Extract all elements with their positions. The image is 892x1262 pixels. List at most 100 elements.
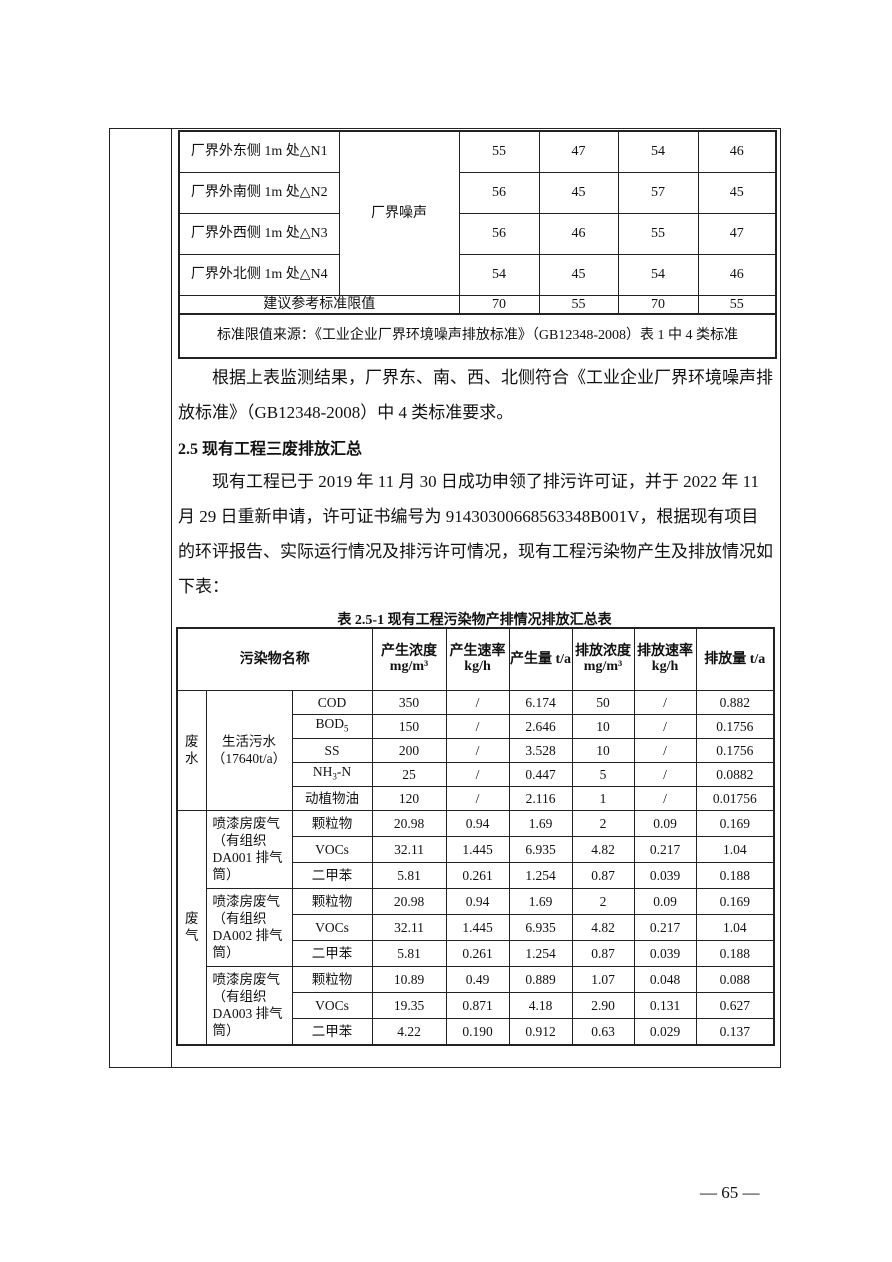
value-cell: 0.048 xyxy=(633,965,697,993)
frame-column-divider xyxy=(171,128,172,1068)
value-cell: 200 xyxy=(371,737,447,763)
value-cell: 0.039 xyxy=(633,939,697,967)
limit-value: 70 xyxy=(458,294,540,314)
value-cell: 350 xyxy=(371,689,447,715)
value-cell: 5.81 xyxy=(371,939,447,967)
paragraph-noise-conclusion: 根据上表监测结果，厂界东、南、西、北侧符合《工业企业厂界环境噪声排放标准》（GB… xyxy=(178,368,773,422)
monitoring-point: 厂界外西侧 1m 处△N3 xyxy=(178,212,340,255)
table-caption: 表 2.5-1 现有工程污染物产排情况排放汇总表 xyxy=(337,613,612,628)
noise-value: 46 xyxy=(538,212,619,255)
monitoring-point: 厂界外南侧 1m 处△N2 xyxy=(178,171,340,214)
value-cell: / xyxy=(633,689,697,715)
value-cell: 0.188 xyxy=(695,939,775,967)
value-cell: / xyxy=(633,785,697,811)
noise-row: 厂界外北侧 1m 处△N4 54 45 54 46 xyxy=(178,253,777,296)
value-cell: / xyxy=(445,689,510,715)
value-cell: 0.49 xyxy=(445,965,510,993)
header-dis-amount: 排放量 t/a xyxy=(695,627,775,691)
value-cell: 0.169 xyxy=(695,887,775,915)
limit-row: 建议参考标准限值 70 55 70 55 xyxy=(178,294,777,314)
value-cell: / xyxy=(633,737,697,763)
value-cell: 0.217 xyxy=(633,913,697,941)
value-cell: 10 xyxy=(571,737,635,763)
value-cell: 0.889 xyxy=(508,965,573,993)
value-cell: 20.98 xyxy=(371,887,447,915)
value-cell: 0.01756 xyxy=(695,785,775,811)
source-cell: 生活污水（17640t/a） xyxy=(205,689,293,811)
monitoring-point: 厂界外北侧 1m 处△N4 xyxy=(178,253,340,296)
value-cell: 0.261 xyxy=(445,939,510,967)
pollutant-summary-table: 污染物名称 产生浓度 mg/m³ 产生速率 kg/h 产生量 t/a 排放浓度 mg/m³ 排放… xyxy=(176,627,776,1046)
table-row: 二甲苯 4.22 0.190 0.912 0.63 0.029 0.137 xyxy=(177,1017,775,1045)
value-cell: 1.445 xyxy=(445,913,510,941)
value-cell: 32.11 xyxy=(371,835,447,863)
header-dis-conc: 排放浓度 mg/m³ xyxy=(571,627,635,691)
noise-row: 厂界外南侧 1m 处△N2 56 45 57 45 xyxy=(178,171,777,214)
value-cell: 0.131 xyxy=(633,991,697,1019)
pollutant-cell: NH3-N xyxy=(291,761,373,787)
noise-value: 45 xyxy=(538,171,619,214)
pollutant-cell: 颗粒物 xyxy=(291,887,373,915)
header-name: 污染物名称 xyxy=(176,627,373,691)
pollutant-cell: 颗粒物 xyxy=(291,965,373,993)
header-gen-rate: 产生速率 kg/h xyxy=(445,627,510,691)
value-cell: 4.82 xyxy=(571,835,635,863)
value-cell: 0.188 xyxy=(695,861,775,889)
noise-row: 厂界外东侧 1m 处△N1 厂界噪声 55 47 54 46 xyxy=(178,130,777,296)
value-cell: 1.07 xyxy=(571,965,635,993)
noise-value: 56 xyxy=(458,212,540,255)
value-cell: 0.912 xyxy=(508,1017,573,1045)
pollutant-cell: 二甲苯 xyxy=(291,939,373,967)
header-gen-amount: 产生量 t/a xyxy=(508,627,573,691)
value-cell: 1.445 xyxy=(445,835,510,863)
table-row: BOD5 150/2.646 10/0.1756 xyxy=(177,713,775,739)
value-cell: 6.935 xyxy=(508,835,573,863)
value-cell: 50 xyxy=(571,689,635,715)
pollutant-cell: 颗粒物 xyxy=(291,809,373,837)
value-cell: 25 xyxy=(371,761,447,787)
pollutant-cell: SS xyxy=(291,737,373,763)
limit-value: 55 xyxy=(697,294,777,314)
value-cell: 0.217 xyxy=(633,835,697,863)
value-cell: 4.82 xyxy=(571,913,635,941)
noise-value: 56 xyxy=(458,171,540,214)
value-cell: 0.447 xyxy=(508,761,573,787)
value-cell: 10 xyxy=(571,713,635,739)
value-cell: 1.04 xyxy=(695,835,775,863)
noise-value: 55 xyxy=(617,212,699,255)
value-cell: 0.029 xyxy=(633,1017,697,1045)
value-cell: 1.254 xyxy=(508,939,573,967)
pollutant-cell: 二甲苯 xyxy=(291,861,373,889)
value-cell: 10.89 xyxy=(371,965,447,993)
noise-value: 45 xyxy=(538,253,619,296)
noise-value: 54 xyxy=(458,253,540,296)
value-cell: 1.69 xyxy=(508,809,573,837)
value-cell: 0.87 xyxy=(571,939,635,967)
value-cell: 0.088 xyxy=(695,965,775,993)
value-cell: 0.1756 xyxy=(695,713,775,739)
value-cell: 0.261 xyxy=(445,861,510,889)
table-row: VOCs 32.11 1.445 6.935 4.82 0.217 1.04 xyxy=(177,913,775,941)
value-cell: 6.174 xyxy=(508,689,573,715)
pollutant-cell: 二甲苯 xyxy=(291,1017,373,1045)
value-cell: 120 xyxy=(371,785,447,811)
paragraph-permit: 现有工程已于 2019 年 11 月 30 日成功申领了排污许可证，并于 202… xyxy=(178,472,773,596)
value-cell: 0.1756 xyxy=(695,737,775,763)
value-cell: / xyxy=(633,713,697,739)
header-gen-conc: 产生浓度 mg/m³ xyxy=(371,627,447,691)
value-cell: 1.69 xyxy=(508,887,573,915)
value-cell: / xyxy=(633,761,697,787)
limit-label: 建议参考标准限值 xyxy=(178,294,460,314)
value-cell: 20.98 xyxy=(371,809,447,837)
value-cell: 6.935 xyxy=(508,913,573,941)
pollutant-cell: VOCs xyxy=(291,991,373,1019)
value-cell: 0.871 xyxy=(445,991,510,1019)
page-number: — 65 — xyxy=(700,1183,760,1202)
pollutant-cell: VOCs xyxy=(291,835,373,863)
value-cell: 0.627 xyxy=(695,991,775,1019)
source-cell: 喷漆房废气（有组织 DA002 排气筒） xyxy=(205,887,293,967)
value-cell: 0.94 xyxy=(445,809,510,837)
value-cell: 0.169 xyxy=(695,809,775,837)
noise-value: 57 xyxy=(617,171,699,214)
value-cell: 2.116 xyxy=(508,785,573,811)
